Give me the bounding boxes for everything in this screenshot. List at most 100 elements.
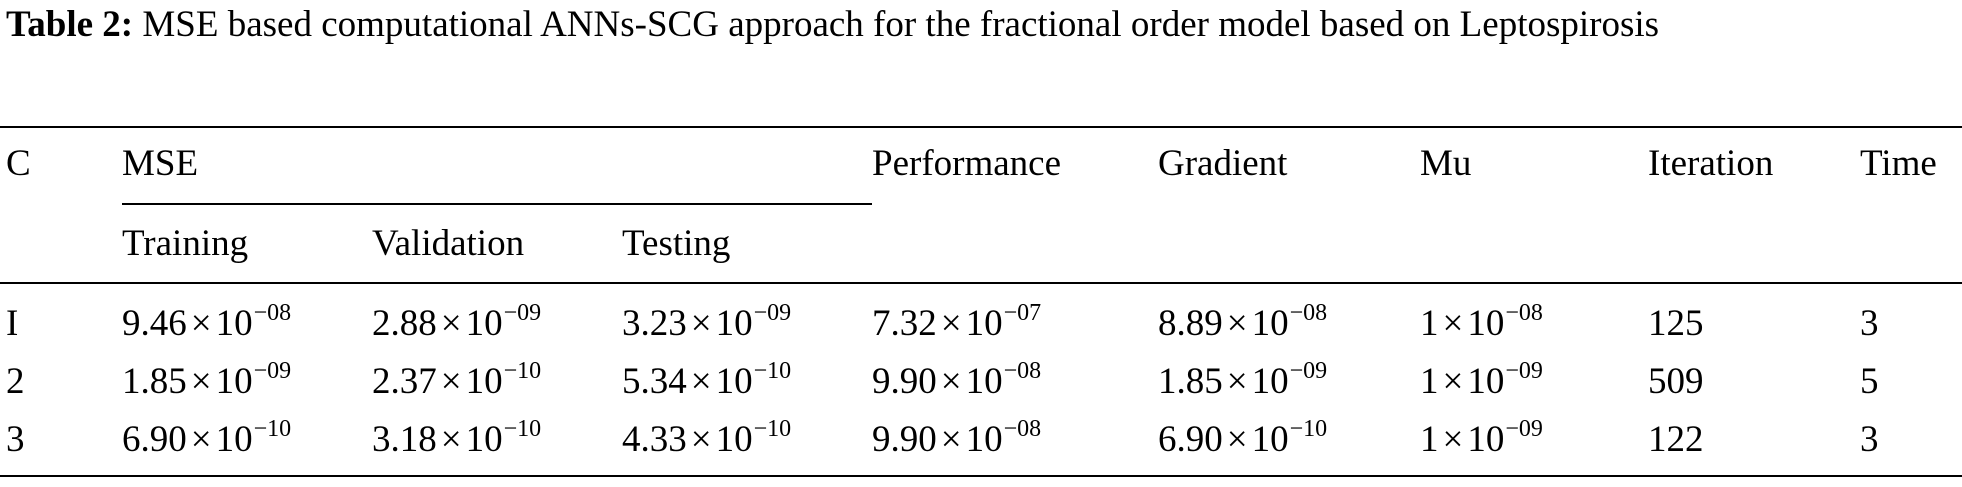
header-performance: Performance [872, 143, 1062, 184]
cell-time: 3 [1860, 303, 1879, 344]
exponent: −08 [1003, 358, 1042, 384]
exponent: −08 [1003, 416, 1042, 442]
times-sign: × [1442, 303, 1464, 344]
times-sign: × [1226, 303, 1248, 344]
base: 10 [215, 303, 253, 344]
cell-performance: 7.32 × 10−07 [872, 300, 1042, 350]
cell-performance: 9.90 × 10−08 [872, 358, 1042, 408]
base: 10 [715, 361, 753, 402]
header-mu: Mu [1420, 143, 1472, 184]
top-rule [0, 126, 1962, 128]
cell-training: 1.85 × 10−09 [122, 358, 292, 408]
header-c: C [6, 143, 31, 184]
cell-validation: 3.18 × 10−10 [372, 416, 542, 466]
base: 10 [1467, 303, 1505, 344]
mantissa: 4.33 [622, 419, 687, 460]
base: 10 [1251, 419, 1289, 460]
exponent: −09 [1505, 416, 1543, 442]
cell-mu: 1 × 10−09 [1420, 358, 1543, 408]
times-sign: × [940, 303, 962, 344]
exponent: −09 [1505, 358, 1543, 384]
exponent: −07 [1003, 300, 1042, 326]
mantissa: 6.90 [122, 419, 187, 460]
mse-group-rule [122, 203, 872, 205]
mantissa: 9.90 [872, 361, 937, 402]
cell-iteration: 122 [1648, 419, 1704, 460]
cell-performance: 9.90 × 10−08 [872, 416, 1042, 466]
times-sign: × [190, 419, 212, 460]
base: 10 [215, 419, 253, 460]
exponent: −10 [753, 358, 792, 384]
cell-testing: 5.34 × 10−10 [622, 358, 792, 408]
exponent: −10 [503, 416, 542, 442]
cell-gradient: 6.90 × 10−10 [1158, 416, 1327, 466]
subheader-validation: Validation [372, 223, 525, 264]
mantissa: 3.18 [372, 419, 437, 460]
exponent: −09 [253, 358, 292, 384]
times-sign: × [690, 303, 712, 344]
cell-time: 5 [1860, 361, 1879, 402]
cell-testing: 3.23 × 10−09 [622, 300, 791, 350]
mantissa: 2.37 [372, 361, 437, 402]
base: 10 [965, 419, 1003, 460]
mantissa: 1.85 [122, 361, 187, 402]
exponent: −10 [753, 416, 792, 442]
base: 10 [465, 361, 503, 402]
cell-c: 2 [6, 361, 25, 402]
mantissa: 5.34 [622, 361, 687, 402]
base: 10 [465, 419, 503, 460]
mantissa: 3.23 [622, 303, 687, 344]
mantissa: 1 [1420, 419, 1439, 460]
times-sign: × [440, 419, 462, 460]
times-sign: × [1226, 361, 1248, 402]
mantissa: 1 [1420, 361, 1439, 402]
exponent: −09 [503, 300, 542, 326]
base: 10 [215, 361, 253, 402]
times-sign: × [690, 419, 712, 460]
base: 10 [965, 361, 1003, 402]
base: 10 [1467, 419, 1505, 460]
exponent: −08 [253, 300, 292, 326]
mantissa: 7.32 [872, 303, 937, 344]
table-caption: Table 2: MSE based computational ANNs-SC… [6, 2, 1956, 48]
header-time: Time [1860, 143, 1937, 184]
cell-time: 3 [1860, 419, 1879, 460]
caption-label: Table 2: [6, 4, 134, 45]
mantissa: 9.90 [872, 419, 937, 460]
cell-testing: 4.33 × 10−10 [622, 416, 792, 466]
subheader-testing: Testing [622, 223, 731, 264]
caption-text: MSE based computational ANNs-SCG approac… [133, 4, 1660, 45]
subheader-training: Training [122, 223, 249, 264]
base: 10 [715, 303, 753, 344]
cell-training: 9.46 × 10−08 [122, 300, 292, 350]
header-mse: MSE [122, 143, 199, 184]
cell-training: 6.90 × 10−10 [122, 416, 292, 466]
cell-iteration: 125 [1648, 303, 1704, 344]
cell-mu: 1 × 10−09 [1420, 416, 1543, 466]
times-sign: × [940, 419, 962, 460]
cell-gradient: 8.89 × 10−08 [1158, 300, 1328, 350]
mantissa: 9.46 [122, 303, 187, 344]
mantissa: 8.89 [1158, 303, 1223, 344]
exponent: −08 [1289, 300, 1328, 326]
exponent: −08 [1505, 300, 1543, 326]
times-sign: × [440, 361, 462, 402]
cell-validation: 2.88 × 10−09 [372, 300, 542, 350]
times-sign: × [940, 361, 962, 402]
times-sign: × [1226, 419, 1248, 460]
base: 10 [715, 419, 753, 460]
cell-c: 3 [6, 419, 25, 460]
cell-iteration: 509 [1648, 361, 1704, 402]
base: 10 [1251, 361, 1289, 402]
cell-validation: 2.37 × 10−10 [372, 358, 541, 408]
header-iteration: Iteration [1648, 143, 1774, 184]
mantissa: 1.85 [1158, 361, 1223, 402]
cell-c: I [6, 303, 19, 344]
times-sign: × [190, 361, 212, 402]
base: 10 [465, 303, 503, 344]
cell-gradient: 1.85 × 10−09 [1158, 358, 1327, 408]
base: 10 [965, 303, 1003, 344]
exponent: −10 [253, 416, 292, 442]
times-sign: × [1442, 361, 1464, 402]
times-sign: × [1442, 419, 1464, 460]
